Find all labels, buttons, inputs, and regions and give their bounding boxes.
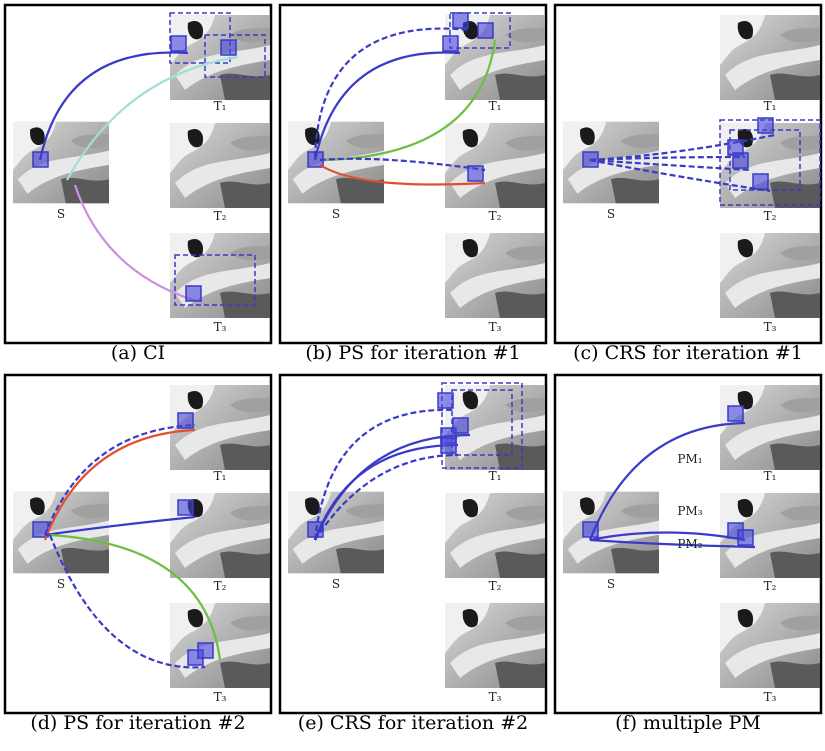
image-label: T₁ (489, 469, 502, 483)
arrow (313, 408, 456, 541)
target-patch (727, 405, 744, 422)
target-patch (442, 35, 459, 52)
image-label: S (57, 577, 65, 591)
image-label: T₁ (489, 99, 502, 113)
target-patch (437, 392, 454, 409)
arrow (588, 421, 746, 541)
image-label: T₃ (764, 320, 777, 334)
panel-caption: (e) CRS for iteration #2 (298, 712, 528, 734)
mri-image (720, 603, 820, 688)
image-label: T₃ (764, 690, 777, 704)
target-patch (452, 12, 469, 29)
target-patch (752, 173, 769, 190)
arrow (324, 39, 497, 162)
arrow (314, 453, 459, 541)
search-region (169, 12, 231, 64)
source-patch (32, 521, 49, 538)
arrow (73, 184, 204, 305)
target-patch (177, 499, 194, 516)
image-label: T₂ (764, 209, 777, 223)
panel-caption: (d) PS for iteration #2 (30, 712, 245, 734)
image-label: T₁ (214, 99, 227, 113)
image-label: T₂ (214, 209, 227, 223)
mri-image (170, 123, 270, 208)
target-patch (467, 165, 484, 182)
panel-caption: (c) CRS for iteration #1 (573, 342, 803, 364)
image-label: T₃ (214, 320, 227, 334)
search-region (174, 254, 256, 306)
arrow (38, 51, 189, 161)
panel: S T₁ T₂ T₃ (3, 373, 273, 715)
panel-caption: (f) multiple PM (615, 712, 761, 734)
target-patch (220, 39, 237, 56)
panel: S T₁ T₂ T₃ (553, 3, 823, 345)
arrow (319, 157, 486, 172)
panel: S T₁ T₂ T₃ (278, 373, 548, 715)
target-patch (737, 529, 754, 546)
panel: S T₁ T₂ T₃ PM₁ PM₃ PM₂ (553, 373, 823, 715)
search-region (204, 34, 266, 78)
mri-image (170, 603, 270, 688)
arrow (49, 533, 222, 661)
mri-image (445, 233, 545, 318)
image-label: T₃ (489, 320, 502, 334)
image-label: S (607, 577, 615, 591)
arrow (43, 428, 196, 541)
search-region (451, 389, 513, 456)
path-label: PM₁ (677, 452, 702, 466)
arrow (44, 515, 196, 537)
search-region (441, 382, 523, 469)
image-label: S (332, 577, 340, 591)
image-label: T₁ (214, 469, 227, 483)
target-patch (452, 417, 469, 434)
panel-caption: (b) PS for iteration #1 (305, 342, 520, 364)
search-region (449, 12, 511, 49)
mri-image (720, 233, 820, 318)
panel-caption: (a) CI (111, 342, 165, 364)
image-label: T₂ (214, 579, 227, 593)
mri-image (720, 15, 820, 100)
mri-image (13, 121, 109, 204)
mri-image (445, 493, 545, 578)
target-patch (170, 35, 187, 52)
image-label: T₂ (764, 579, 777, 593)
mri-image (720, 385, 820, 470)
image-label: T₃ (489, 690, 502, 704)
arrow (589, 538, 756, 549)
image-label: T₂ (489, 579, 502, 593)
target-patch (177, 412, 194, 429)
target-patch (197, 642, 214, 659)
panel: S T₁ T₂ T₃ (278, 3, 548, 345)
image-label: S (607, 207, 615, 221)
mri-image (288, 121, 384, 204)
arrow (589, 158, 771, 193)
mri-image (170, 15, 270, 100)
mri-image (288, 491, 384, 574)
target-patch (757, 117, 774, 134)
image-label: T₁ (764, 469, 777, 483)
arrow (589, 531, 746, 542)
image-label: S (57, 207, 65, 221)
arrow (43, 423, 196, 536)
image-label: T₂ (489, 209, 502, 223)
arrow (589, 155, 746, 162)
path-label: PM₃ (677, 504, 702, 518)
arrow (66, 55, 239, 181)
arrow (319, 164, 486, 186)
arrow (313, 51, 461, 161)
arrow (589, 158, 751, 172)
target-patch (440, 437, 457, 454)
target-patch (185, 285, 202, 302)
mri-image (445, 603, 545, 688)
target-patch (732, 152, 749, 169)
panel: S T₁ T₂ T₃ (3, 3, 273, 345)
mri-image (445, 123, 545, 208)
image-label: T₃ (214, 690, 227, 704)
image-label: T₁ (764, 99, 777, 113)
path-label: PM₂ (677, 537, 702, 551)
target-patch (477, 22, 494, 39)
image-label: S (332, 207, 340, 221)
